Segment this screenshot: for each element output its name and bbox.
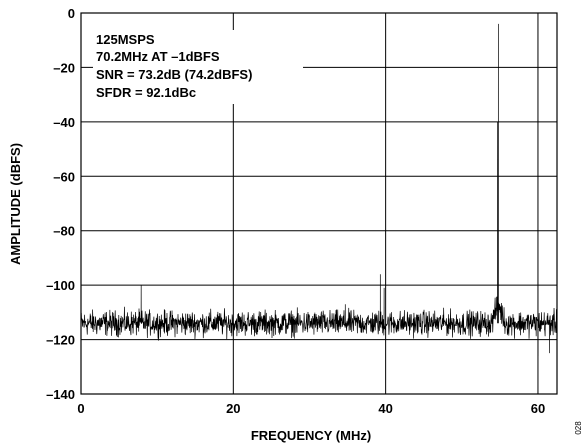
x-axis-title: FREQUENCY (MHz) <box>251 428 371 443</box>
y-tick-label: –40 <box>53 115 75 130</box>
annotation-box-background <box>93 30 303 104</box>
x-tick-label: 0 <box>77 401 84 416</box>
x-tick-label: 20 <box>226 401 240 416</box>
y-tick-label: –120 <box>46 333 75 348</box>
annotation-line-2: 70.2MHz AT –1dBFS <box>96 49 220 64</box>
figure-number: 028 <box>574 421 583 435</box>
annotation-line-3: SNR = 73.2dB (74.2dBFS) <box>96 67 252 82</box>
y-axis-title: AMPLITUDE (dBFS) <box>8 143 23 265</box>
y-tick-label: –100 <box>46 278 75 293</box>
x-tick-label: 40 <box>378 401 392 416</box>
x-tick-labels: 0 20 40 60 <box>77 401 545 416</box>
spectrum-line <box>80 23 558 356</box>
y-tick-label: –20 <box>53 60 75 75</box>
y-tick-label: 0 <box>68 6 75 21</box>
y-tick-labels: 0 –20 –40 –60 –80 –100 –120 –140 <box>46 6 75 402</box>
y-tick-label: –80 <box>53 224 75 239</box>
x-tick-label: 60 <box>531 401 545 416</box>
annotation-line-4: SFDR = 92.1dBc <box>96 85 196 100</box>
annotation-line-1: 125MSPS <box>96 32 155 47</box>
plot-frame <box>80 12 558 395</box>
spectrum-trace <box>80 23 558 356</box>
y-tick-label: –140 <box>46 387 75 402</box>
y-tick-label: –60 <box>53 169 75 184</box>
